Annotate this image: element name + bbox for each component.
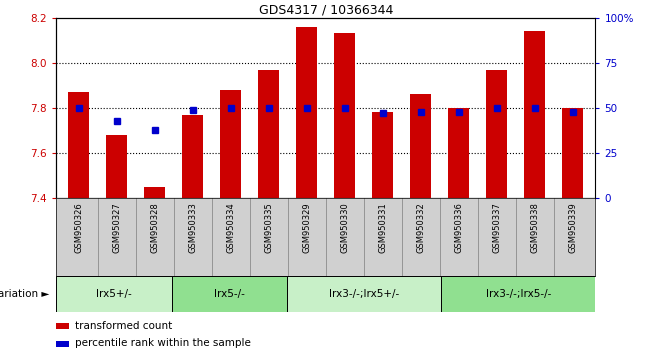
Bar bbox=[258, 70, 279, 198]
Bar bbox=[182, 115, 203, 198]
Text: GSM950329: GSM950329 bbox=[302, 202, 311, 253]
Text: lrx5-/-: lrx5-/- bbox=[214, 289, 245, 299]
Text: lrx3-/-;lrx5-/-: lrx3-/-;lrx5-/- bbox=[486, 289, 551, 299]
Bar bbox=[56, 324, 70, 329]
Text: GSM950333: GSM950333 bbox=[188, 202, 197, 253]
Bar bbox=[172, 276, 287, 312]
Text: lrx3-/-;lrx5+/-: lrx3-/-;lrx5+/- bbox=[329, 289, 399, 299]
Bar bbox=[486, 70, 507, 198]
Text: GSM950336: GSM950336 bbox=[454, 202, 463, 253]
Text: GSM950328: GSM950328 bbox=[150, 202, 159, 253]
Bar bbox=[448, 108, 469, 198]
Text: GSM950326: GSM950326 bbox=[74, 202, 83, 253]
Bar bbox=[107, 135, 127, 198]
Bar bbox=[144, 187, 165, 198]
Text: genotype/variation ►: genotype/variation ► bbox=[0, 289, 49, 299]
Bar bbox=[372, 113, 393, 198]
Bar bbox=[562, 108, 583, 198]
Bar bbox=[56, 341, 70, 347]
Text: GSM950332: GSM950332 bbox=[417, 202, 425, 253]
Text: GSM950327: GSM950327 bbox=[113, 202, 121, 253]
Bar bbox=[68, 92, 89, 198]
Title: GDS4317 / 10366344: GDS4317 / 10366344 bbox=[259, 4, 393, 17]
Text: GSM950337: GSM950337 bbox=[492, 202, 501, 253]
Bar bbox=[334, 34, 355, 198]
Bar bbox=[56, 276, 172, 312]
Text: GSM950335: GSM950335 bbox=[265, 202, 273, 253]
Bar bbox=[287, 276, 442, 312]
Bar bbox=[410, 95, 431, 198]
Bar bbox=[524, 31, 545, 198]
Bar bbox=[296, 27, 317, 198]
Bar bbox=[442, 276, 595, 312]
Text: percentile rank within the sample: percentile rank within the sample bbox=[75, 338, 251, 348]
Text: GSM950334: GSM950334 bbox=[226, 202, 235, 253]
Text: transformed count: transformed count bbox=[75, 320, 172, 331]
Text: lrx5+/-: lrx5+/- bbox=[96, 289, 132, 299]
Bar bbox=[220, 90, 241, 198]
Text: GSM950339: GSM950339 bbox=[569, 202, 577, 253]
Text: GSM950338: GSM950338 bbox=[530, 202, 539, 253]
Text: GSM950330: GSM950330 bbox=[340, 202, 349, 253]
Text: GSM950331: GSM950331 bbox=[378, 202, 387, 253]
